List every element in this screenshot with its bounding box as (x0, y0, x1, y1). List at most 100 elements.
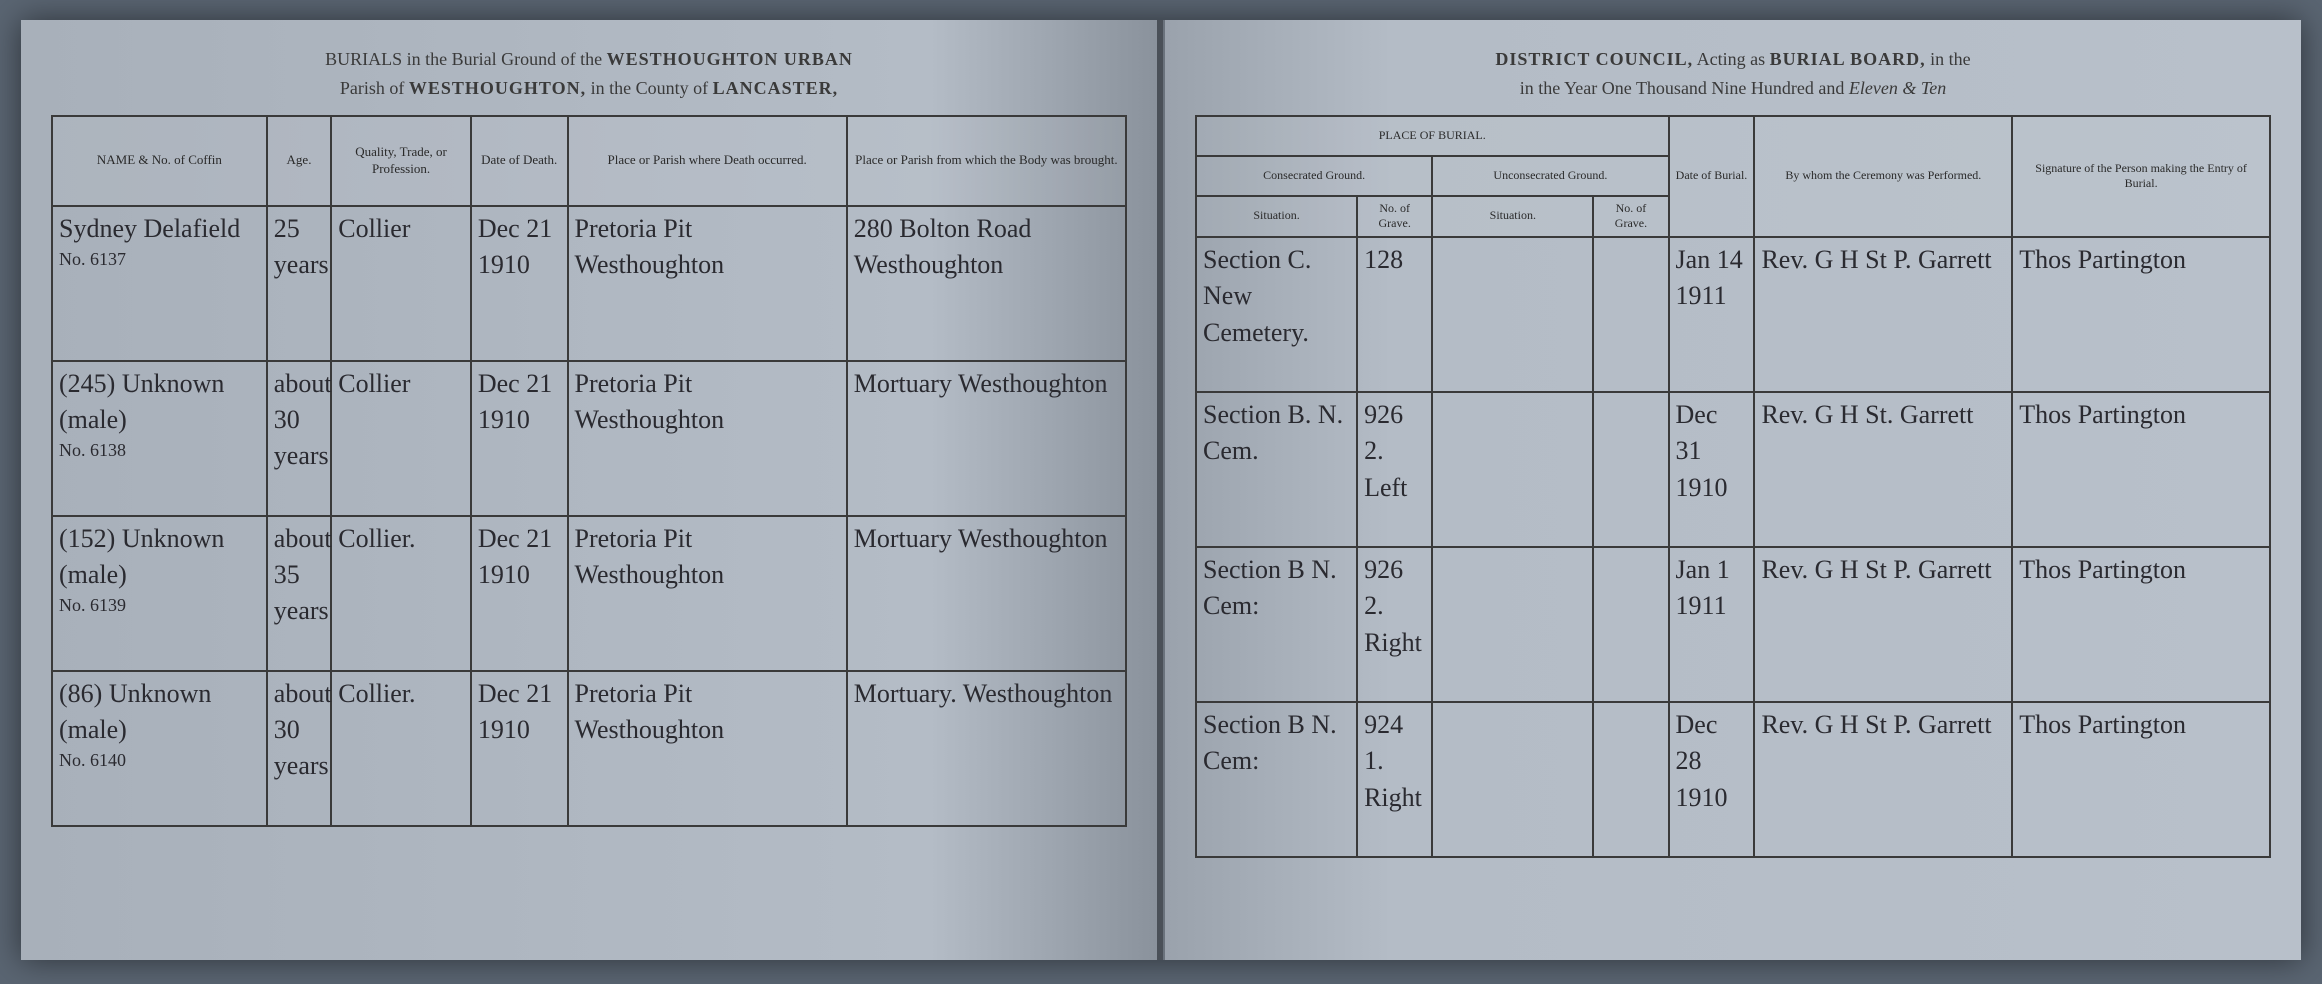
cell-grave-u (1593, 547, 1668, 702)
cell-date-burial: Dec 31 1910 (1669, 392, 1755, 547)
col-by-whom: By whom the Ceremony was Performed. (1754, 116, 2012, 237)
col-situation-u: Situation. (1432, 196, 1593, 237)
right-header: DISTRICT COUNCIL, Acting as BURIAL BOARD… (1195, 45, 2271, 103)
cell-grave-c: 926 2. Left (1357, 392, 1432, 547)
cell-date-burial: Dec 28 1910 (1669, 702, 1755, 857)
header-left-line2-bold1: WESTHOUGHTON, (409, 78, 586, 98)
col-trade: Quality, Trade, or Profession. (331, 116, 471, 206)
col-date-burial: Date of Burial. (1669, 116, 1755, 237)
cell-signature: Thos Partington (2012, 702, 2270, 857)
col-grave-u: No. of Grave. (1593, 196, 1668, 237)
col-name: NAME & No. of Coffin (52, 116, 267, 206)
cell-grave-c: 924 1. Right (1357, 702, 1432, 857)
cell-grave-u (1593, 392, 1668, 547)
header-right-line1-suffix: in the (1930, 49, 1971, 69)
cell-grave-u (1593, 702, 1668, 857)
cell-date-death: Dec 21 1910 (471, 516, 568, 671)
cell-age: 25 years (267, 206, 331, 361)
cell-by-whom: Rev. G H St. Garrett (1754, 392, 2012, 547)
header-right-line1-bold1: DISTRICT COUNCIL, (1495, 49, 1693, 69)
cell-by-whom: Rev. G H St P. Garrett (1754, 547, 2012, 702)
cell-situation-c: Section B N. Cem: (1196, 547, 1357, 702)
coffin-no: No. 6139 (59, 593, 260, 618)
cell-situation-u (1432, 237, 1593, 392)
table-row: Section B N. Cem: 924 1. Right Dec 28 19… (1196, 702, 2270, 857)
cell-name: Sydney Delafield No. 6137 (52, 206, 267, 361)
header-right-line2-script: Eleven & Ten (1849, 78, 1946, 98)
cell-place-body: 280 Bolton Road Westhoughton (847, 206, 1126, 361)
cell-situation-c: Section B. N. Cem. (1196, 392, 1357, 547)
header-left-line2-bold2: LANCASTER, (713, 78, 839, 98)
cell-age: about 30 years (267, 671, 331, 826)
cell-grave-u (1593, 237, 1668, 392)
table-row: Section B. N. Cem. 926 2. Left Dec 31 19… (1196, 392, 2270, 547)
coffin-no: No. 6140 (59, 748, 260, 773)
cell-place-death: Pretoria Pit Westhoughton (568, 671, 847, 826)
name-text: (245) Unknown (male) (59, 369, 224, 434)
cell-trade: Collier (331, 206, 471, 361)
col-signature: Signature of the Person making the Entry… (2012, 116, 2270, 237)
col-situation-c: Situation. (1196, 196, 1357, 237)
cell-trade: Collier. (331, 516, 471, 671)
header-right-line1-bold2: BURIAL BOARD, (1770, 49, 1926, 69)
right-table: PLACE OF BURIAL. Date of Burial. By whom… (1195, 115, 2271, 858)
cell-date-death: Dec 21 1910 (471, 361, 568, 516)
header-right-line2-prefix: in the Year One Thousand Nine Hundred an… (1520, 78, 1845, 98)
cell-situation-u (1432, 392, 1593, 547)
table-row: Section B N. Cem: 926 2. Right Jan 1 191… (1196, 547, 2270, 702)
left-header: BURIALS in the Burial Ground of the WEST… (51, 45, 1127, 103)
cell-name: (245) Unknown (male) No. 6138 (52, 361, 267, 516)
cell-date-burial: Jan 1 1911 (1669, 547, 1755, 702)
cell-situation-u (1432, 702, 1593, 857)
cell-date-burial: Jan 14 1911 (1669, 237, 1755, 392)
name-text: Sydney Delafield (59, 214, 240, 243)
col-age: Age. (267, 116, 331, 206)
col-unconsecrated: Unconsecrated Ground. (1432, 156, 1668, 196)
cell-place-body: Mortuary. Westhoughton (847, 671, 1126, 826)
col-place-burial: PLACE OF BURIAL. (1196, 116, 1669, 156)
cell-signature: Thos Partington (2012, 237, 2270, 392)
name-text: (152) Unknown (male) (59, 524, 224, 589)
cell-grave-c: 128 (1357, 237, 1432, 392)
cell-name: (152) Unknown (male) No. 6139 (52, 516, 267, 671)
table-row: (152) Unknown (male) No. 6139 about 35 ye… (52, 516, 1126, 671)
table-row: (245) Unknown (male) No. 6138 about 30 ye… (52, 361, 1126, 516)
cell-signature: Thos Partington (2012, 547, 2270, 702)
name-text: (86) Unknown (male) (59, 679, 211, 744)
col-place-body: Place or Parish from which the Body was … (847, 116, 1126, 206)
col-consecrated: Consecrated Ground. (1196, 156, 1432, 196)
cell-trade: Collier. (331, 671, 471, 826)
cell-place-body: Mortuary Westhoughton (847, 361, 1126, 516)
left-table-header-row: NAME & No. of Coffin Age. Quality, Trade… (52, 116, 1126, 206)
cell-situation-c: Section B N. Cem: (1196, 702, 1357, 857)
cell-by-whom: Rev. G H St P. Garrett (1754, 702, 2012, 857)
cell-place-death: Pretoria Pit Westhoughton (568, 361, 847, 516)
header-left-line1-bold: WESTHOUGHTON URBAN (607, 49, 853, 69)
coffin-no: No. 6137 (59, 247, 260, 272)
cell-by-whom: Rev. G H St P. Garrett (1754, 237, 2012, 392)
cell-date-death: Dec 21 1910 (471, 671, 568, 826)
right-page: DISTRICT COUNCIL, Acting as BURIAL BOARD… (1163, 20, 2301, 960)
header-right-line1-mid: Acting as (1697, 49, 1765, 69)
cell-age: about 35 years (267, 516, 331, 671)
cell-date-death: Dec 21 1910 (471, 206, 568, 361)
burial-register-book: BURIALS in the Burial Ground of the WEST… (21, 20, 2301, 960)
cell-place-death: Pretoria Pit Westhoughton (568, 516, 847, 671)
cell-place-body: Mortuary Westhoughton (847, 516, 1126, 671)
cell-place-death: Pretoria Pit Westhoughton (568, 206, 847, 361)
col-date-death: Date of Death. (471, 116, 568, 206)
cell-grave-c: 926 2. Right (1357, 547, 1432, 702)
header-left-line1-prefix: BURIALS in the Burial Ground of the (325, 49, 602, 69)
col-grave-c: No. of Grave. (1357, 196, 1432, 237)
cell-age: about 30 years (267, 361, 331, 516)
cell-situation-u (1432, 547, 1593, 702)
table-row: Sydney Delafield No. 6137 25 years Collie… (52, 206, 1126, 361)
header-left-line2-prefix: Parish of (340, 78, 405, 98)
col-place-death: Place or Parish where Death occurred. (568, 116, 847, 206)
cell-situation-c: Section C. New Cemetery. (1196, 237, 1357, 392)
left-table: NAME & No. of Coffin Age. Quality, Trade… (51, 115, 1127, 827)
table-row: Section C. New Cemetery. 128 Jan 14 1911… (1196, 237, 2270, 392)
coffin-no: No. 6138 (59, 438, 260, 463)
cell-trade: Collier (331, 361, 471, 516)
header-left-line2-mid: in the County of (591, 78, 709, 98)
